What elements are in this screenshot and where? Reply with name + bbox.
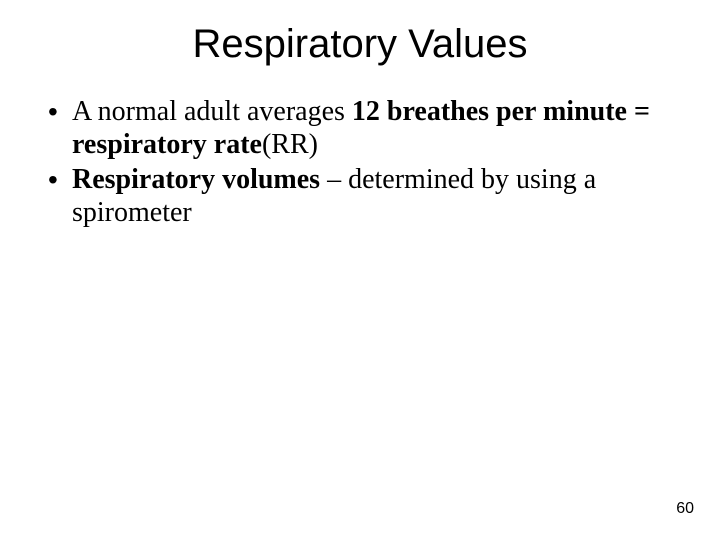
list-item: A normal adult averages 12 breathes per … <box>42 95 678 161</box>
list-item: Respiratory volumes – determined by usin… <box>42 163 678 229</box>
bullet-text-bold: Respiratory volumes <box>72 164 320 195</box>
bullet-list: A normal adult averages 12 breathes per … <box>42 95 678 229</box>
bullet-text: (RR) <box>262 129 318 160</box>
page-number: 60 <box>676 500 694 518</box>
slide-body: A normal adult averages 12 breathes per … <box>0 67 720 229</box>
slide: Respiratory Values A normal adult averag… <box>0 0 720 540</box>
bullet-text: A normal adult averages <box>72 96 352 127</box>
slide-title: Respiratory Values <box>0 0 720 67</box>
